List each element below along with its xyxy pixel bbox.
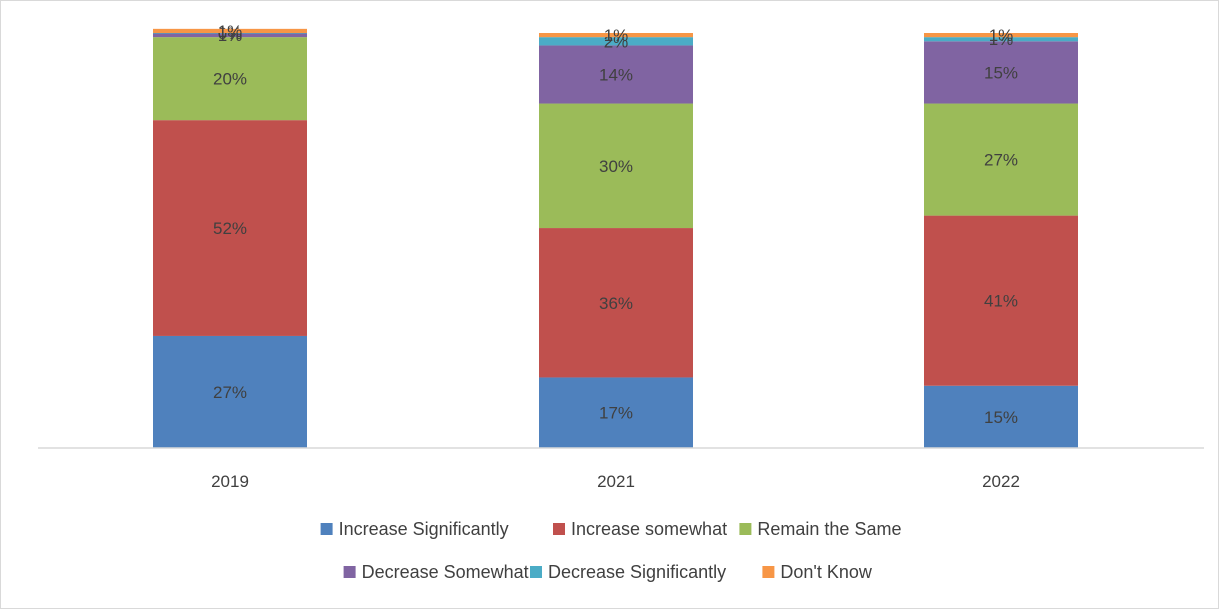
legend-label: Remain the Same [757, 519, 901, 539]
bar-segment [153, 33, 307, 38]
legend-label: Decrease Significantly [548, 562, 726, 582]
x-tick-labels: 2019 2021 2022 [211, 472, 1020, 491]
bar-segment [924, 37, 1078, 42]
data-label: 15% [984, 63, 1018, 82]
legend-label: Don't Know [780, 562, 872, 582]
data-label: 27% [984, 151, 1018, 170]
bar-segment [153, 33, 307, 34]
bar-segment [924, 385, 1078, 448]
x-tick-label: 2022 [982, 472, 1020, 491]
bar-segment [539, 228, 693, 378]
legend-swatch [343, 566, 356, 578]
bar-segment [924, 215, 1078, 386]
bar-segment [153, 335, 307, 448]
bar-segment [539, 103, 693, 229]
bar-segment [924, 41, 1078, 104]
data-label: 52% [213, 219, 247, 238]
data-label: 41% [984, 292, 1018, 311]
bar-segment [924, 103, 1078, 216]
bars-group: 27%52%20%1%0%1%17%36%30%14%2%1%15%41%27%… [153, 22, 1078, 448]
legend-label: Increase somewhat [571, 519, 727, 539]
data-label: 14% [599, 66, 633, 85]
legend: Increase Significantly Increase somewhat R… [320, 519, 901, 582]
legend-swatch [530, 566, 542, 578]
legend-swatch [553, 523, 565, 535]
data-label: 27% [213, 383, 247, 402]
bar-segment [539, 45, 693, 104]
data-label: 1% [989, 26, 1014, 45]
data-label: 0% [218, 24, 243, 43]
legend-swatch [320, 523, 333, 535]
bar-segment [539, 37, 693, 46]
x-tick-label: 2021 [597, 472, 635, 491]
bar-segment [539, 33, 693, 38]
data-label: 15% [984, 408, 1018, 427]
legend-swatch [762, 566, 775, 578]
legend-swatch [739, 523, 752, 535]
bar-segment [153, 120, 307, 336]
bar-segment [539, 377, 693, 448]
legend-label: Increase Significantly [339, 519, 509, 539]
bar-segment [924, 33, 1078, 38]
legend-label: Decrease Somewhat [362, 562, 529, 582]
data-label: 1% [218, 22, 243, 41]
data-label: 20% [213, 70, 247, 89]
data-label: 36% [599, 294, 633, 313]
bar-segment [153, 37, 307, 121]
x-tick-label: 2019 [211, 472, 249, 491]
data-label: 1% [604, 26, 629, 45]
data-label: 17% [599, 404, 633, 423]
data-label: 30% [599, 157, 633, 176]
bar-segment [153, 28, 307, 33]
